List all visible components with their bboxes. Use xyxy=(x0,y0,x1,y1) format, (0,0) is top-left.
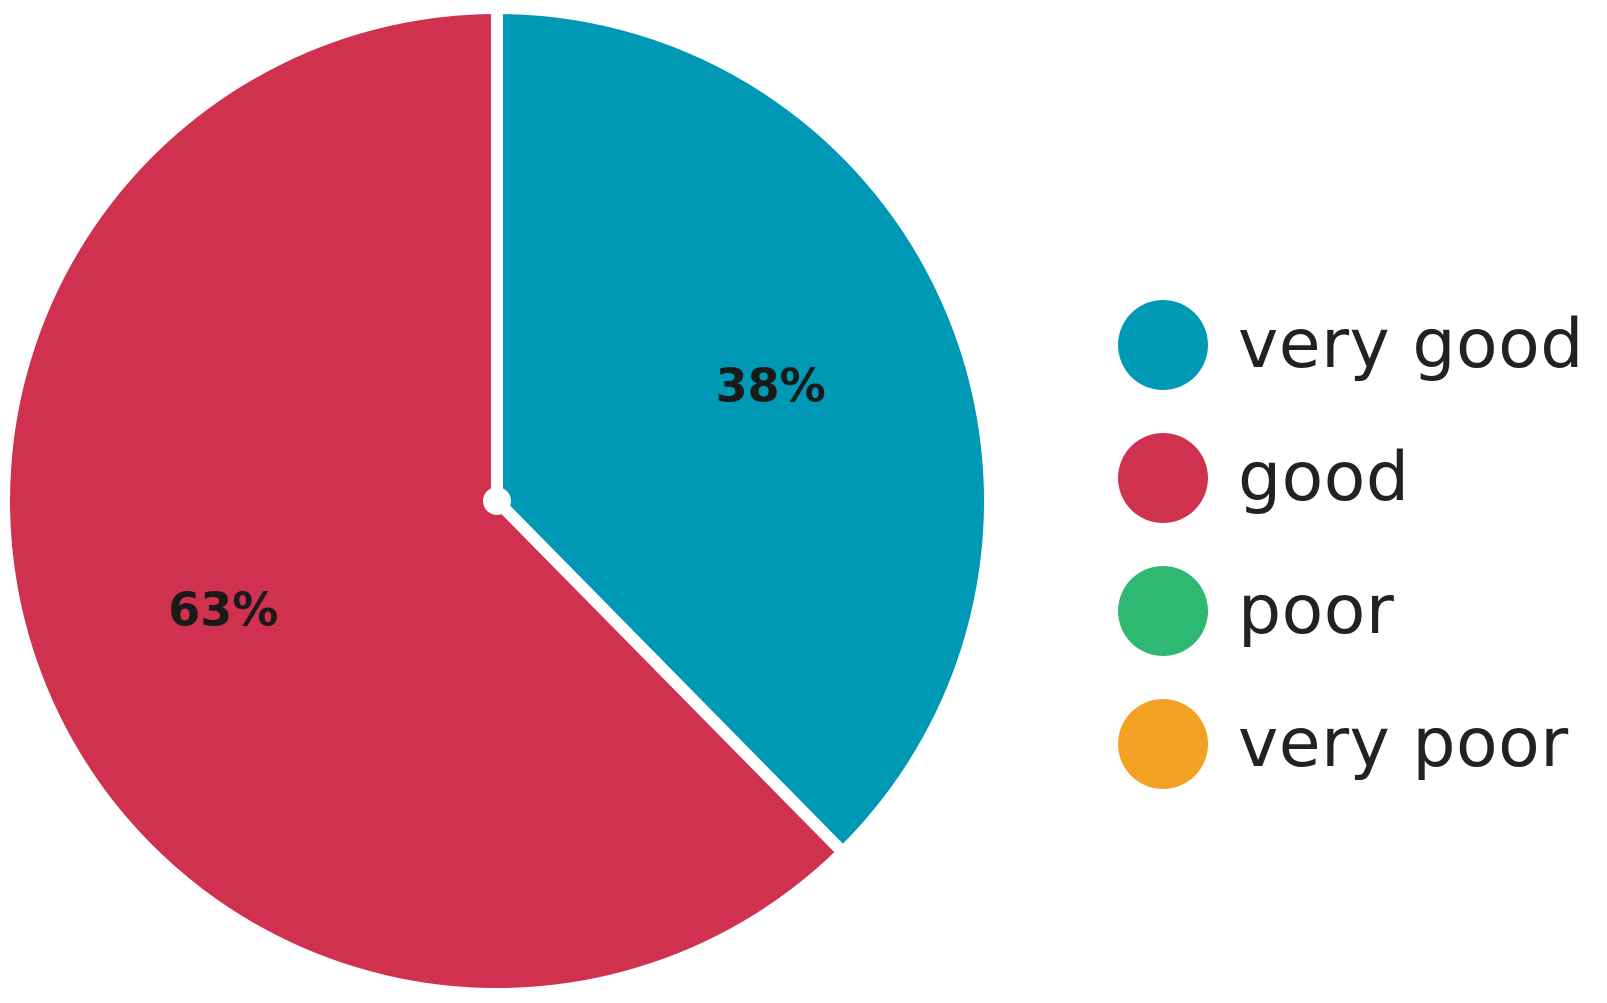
legend-item-very-poor[interactable]: very poor xyxy=(1118,677,1584,810)
legend-item-very-good[interactable]: very good xyxy=(1118,278,1584,411)
legend-swatch-very-good xyxy=(1118,299,1208,390)
legend-swatch-good xyxy=(1118,432,1208,523)
legend-item-good[interactable]: good xyxy=(1118,411,1584,544)
data-label-very-good: 38% xyxy=(716,358,826,412)
legend-label-very-good: very good xyxy=(1238,305,1584,384)
pie-slice-very-good[interactable] xyxy=(491,2,996,859)
legend-label-good: good xyxy=(1238,438,1410,517)
legend-swatch-poor xyxy=(1118,565,1208,656)
pie-center-hub xyxy=(483,487,511,515)
legend: very good good poor very poor xyxy=(1118,278,1584,810)
legend-item-poor[interactable]: poor xyxy=(1118,544,1584,677)
data-label-good: 63% xyxy=(168,583,278,637)
legend-swatch-very-poor xyxy=(1118,698,1208,789)
pie-chart: 38% 63% xyxy=(0,2,996,1000)
legend-label-very-poor: very poor xyxy=(1238,704,1569,783)
pie-slice-good[interactable] xyxy=(0,2,849,1000)
legend-label-poor: poor xyxy=(1238,571,1395,650)
